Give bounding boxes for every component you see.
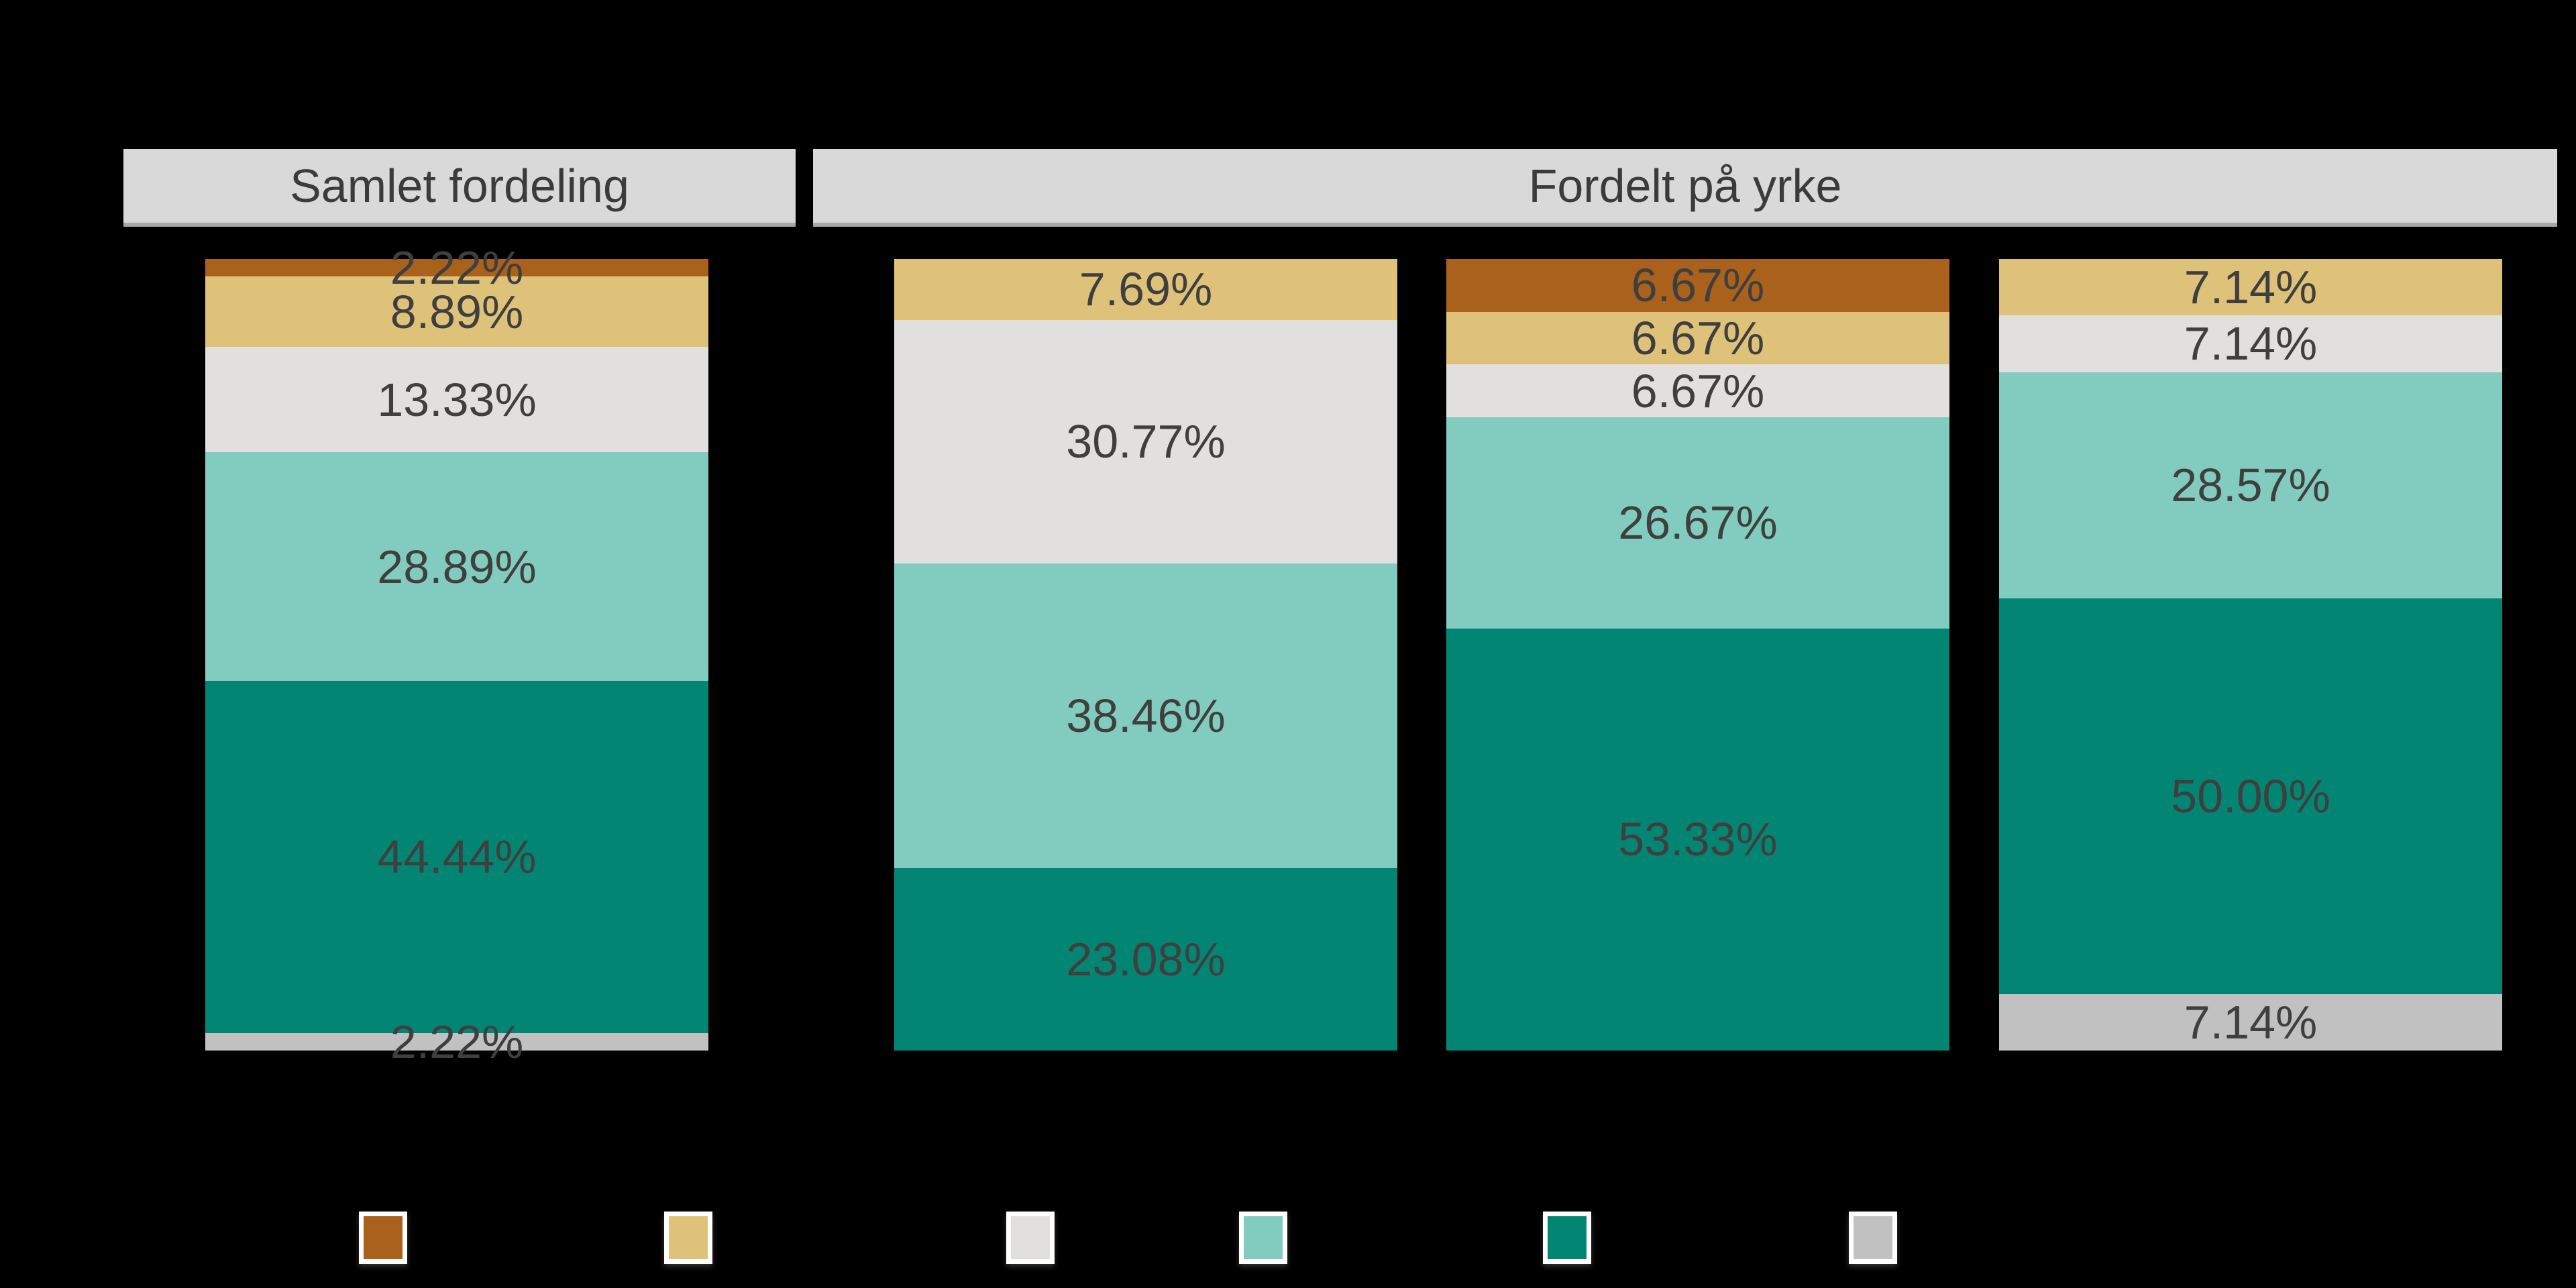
bar-segment-gray: 2.22%: [205, 1018, 708, 1065]
legend-swatch-light-gray: [1006, 1212, 1055, 1264]
segment-value-label: 7.14%: [2184, 261, 2318, 314]
segment-value-label: 2.22%: [390, 1015, 524, 1068]
facet-header-fordelt-pa-yrke: Fordelt på yrke: [813, 149, 2557, 227]
segment-value-label: 6.67%: [1631, 364, 1765, 417]
bar-segment-light_teal: 28.57%: [1999, 372, 2502, 598]
segment-value-label: 50.00%: [2171, 769, 2330, 822]
segment-value-label: 23.08%: [1066, 932, 1226, 985]
bar-segment-gray: 7.14%: [1999, 994, 2502, 1051]
bar-segment-light_gray: 13.33%: [205, 347, 708, 453]
bar-segment-light_gray: 7.14%: [1999, 315, 2502, 372]
segment-value-label: 44.44%: [377, 830, 537, 883]
segment-value-label: 7.14%: [2184, 317, 2318, 370]
segment-value-label: 28.89%: [377, 540, 537, 593]
segment-value-label: 26.67%: [1618, 496, 1778, 549]
legend-swatch-light-teal: [1239, 1212, 1287, 1264]
facet-title: Samlet fordeling: [290, 160, 629, 212]
legend-swatch-dark-teal: [1543, 1212, 1591, 1264]
segment-value-label: 7.14%: [2184, 996, 2318, 1049]
segment-value-label: 6.67%: [1631, 259, 1765, 312]
legend-swatch-gray: [1849, 1212, 1897, 1264]
stacked-bar-samlet: 2.22% 8.89% 13.33% 28.89% 44.44% 2.22%: [205, 244, 708, 1065]
legend-swatch-brown: [359, 1212, 407, 1264]
bar-segment-tan: 6.67%: [1446, 311, 1949, 365]
bar-segment-tan: 7.69%: [894, 259, 1397, 320]
facet-title: Fordelt på yrke: [1528, 160, 1842, 212]
segment-value-label: 30.77%: [1066, 415, 1226, 468]
stacked-bar-yrke-2: 6.67% 6.67% 6.67% 26.67% 53.33%: [1446, 259, 1949, 1051]
legend: [0, 1212, 2576, 1265]
bar-segment-light_gray: 30.77%: [894, 319, 1397, 564]
bar-segment-dark_teal: 50.00%: [1999, 598, 2502, 994]
bar-segment-tan: 7.14%: [1999, 259, 2502, 316]
stacked-bar-yrke-1: 7.69% 30.77% 38.46% 23.08%: [894, 259, 1397, 1051]
bar-segment-tan: 8.89%: [205, 276, 708, 347]
bar-segment-brown: 6.67%: [1446, 259, 1949, 312]
stacked-bar-yrke-3: 7.14% 7.14% 28.57% 50.00% 7.14%: [1999, 259, 2502, 1051]
legend-swatch-tan: [664, 1212, 712, 1264]
segment-value-label: 28.57%: [2171, 459, 2330, 512]
bar-segment-light_teal: 28.89%: [205, 452, 708, 682]
segment-value-label: 38.46%: [1066, 689, 1226, 742]
bar-segment-dark_teal: 53.33%: [1446, 628, 1949, 1051]
segment-value-label: 53.33%: [1618, 813, 1778, 866]
segment-value-label: 13.33%: [377, 373, 537, 426]
segment-value-label: 7.69%: [1079, 263, 1213, 316]
bar-segment-light_teal: 38.46%: [894, 563, 1397, 868]
segment-value-label: 6.67%: [1631, 312, 1765, 365]
segment-value-label: 2.22%: [390, 241, 524, 294]
facet-header-samlet-fordeling: Samlet fordeling: [123, 149, 796, 227]
segment-value-label: 8.89%: [390, 285, 524, 338]
bar-segment-brown: 2.22%: [205, 244, 708, 291]
bar-segment-light_teal: 26.67%: [1446, 417, 1949, 629]
bar-segment-dark_teal: 44.44%: [205, 681, 708, 1033]
bar-segment-dark_teal: 23.08%: [894, 867, 1397, 1051]
bar-segment-light_gray: 6.67%: [1446, 364, 1949, 418]
